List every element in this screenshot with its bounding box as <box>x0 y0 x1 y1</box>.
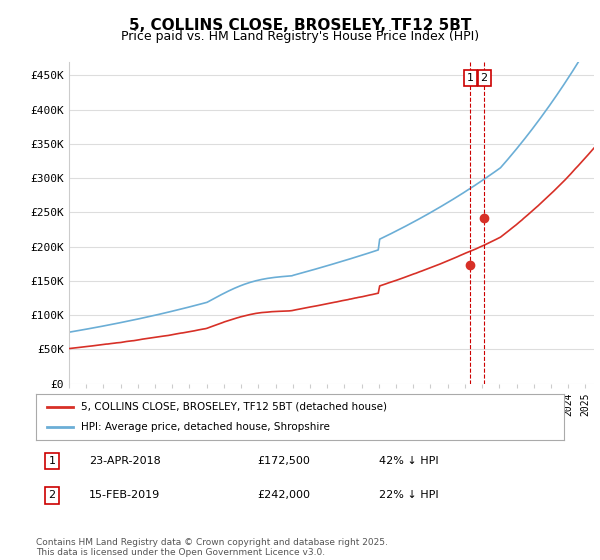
Text: 5, COLLINS CLOSE, BROSELEY, TF12 5BT (detached house): 5, COLLINS CLOSE, BROSELEY, TF12 5BT (de… <box>81 402 387 412</box>
Text: 1: 1 <box>467 73 474 83</box>
Text: Contains HM Land Registry data © Crown copyright and database right 2025.
This d: Contains HM Land Registry data © Crown c… <box>36 538 388 557</box>
Text: 22% ↓ HPI: 22% ↓ HPI <box>379 490 439 500</box>
Text: 1: 1 <box>49 456 55 466</box>
Text: 5, COLLINS CLOSE, BROSELEY, TF12 5BT: 5, COLLINS CLOSE, BROSELEY, TF12 5BT <box>129 18 471 34</box>
Text: 2: 2 <box>48 490 55 500</box>
Text: Price paid vs. HM Land Registry's House Price Index (HPI): Price paid vs. HM Land Registry's House … <box>121 30 479 43</box>
Text: 42% ↓ HPI: 42% ↓ HPI <box>379 456 439 466</box>
Text: 2: 2 <box>481 73 488 83</box>
Text: 15-FEB-2019: 15-FEB-2019 <box>89 490 160 500</box>
Text: HPI: Average price, detached house, Shropshire: HPI: Average price, detached house, Shro… <box>81 422 330 432</box>
Text: £172,500: £172,500 <box>258 456 311 466</box>
Text: 23-APR-2018: 23-APR-2018 <box>89 456 161 466</box>
Text: £242,000: £242,000 <box>258 490 311 500</box>
